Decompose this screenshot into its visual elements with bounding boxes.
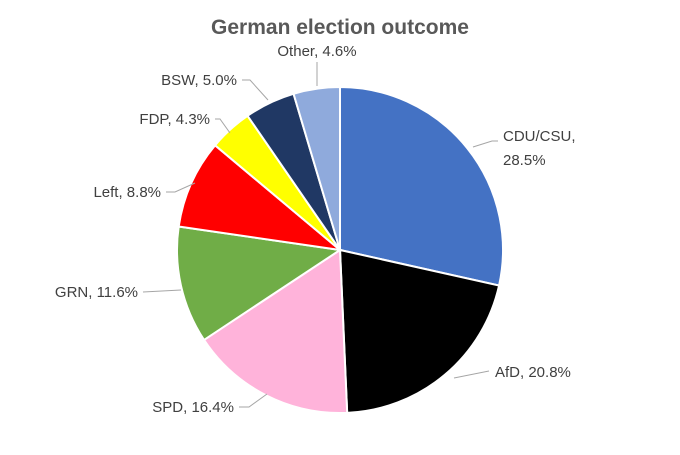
leader-line-grn: [142, 289, 182, 293]
leader-lines: [142, 62, 498, 408]
label-fdp: FDP, 4.3%: [139, 111, 210, 128]
pie-slice-afd: [338, 248, 501, 414]
pie-slices: [176, 85, 504, 414]
leader-line-spd: [239, 393, 268, 408]
pie-slice-left: [177, 143, 344, 252]
leader-line-left: [166, 182, 196, 193]
label-spd: SPD, 16.4%: [152, 399, 234, 416]
leader-line-bsw: [242, 79, 269, 101]
leader-line-afd: [453, 370, 490, 379]
pie-slice-other: [292, 85, 341, 251]
label-cdu-csu-value: 28.5%: [503, 152, 546, 169]
data-labels: CDU/CSU, 28.5% AfD, 20.8% SPD, 16.4% GRN…: [55, 43, 576, 416]
pie-slice-grn: [176, 225, 343, 342]
label-left: Left, 8.8%: [93, 184, 161, 201]
label-bsw: BSW, 5.0%: [161, 72, 237, 89]
label-afd: AfD, 20.8%: [495, 364, 571, 381]
label-cdu-csu-name: CDU/CSU,: [503, 128, 576, 145]
leader-line-fdp: [215, 118, 231, 134]
pie-slice-cdu-csu: [339, 85, 504, 287]
label-other: Other, 4.6%: [277, 43, 356, 60]
leader-line-cdu-csu: [472, 140, 498, 148]
label-grn: GRN, 11.6%: [55, 284, 138, 301]
chart-title: German election outcome: [211, 16, 469, 39]
